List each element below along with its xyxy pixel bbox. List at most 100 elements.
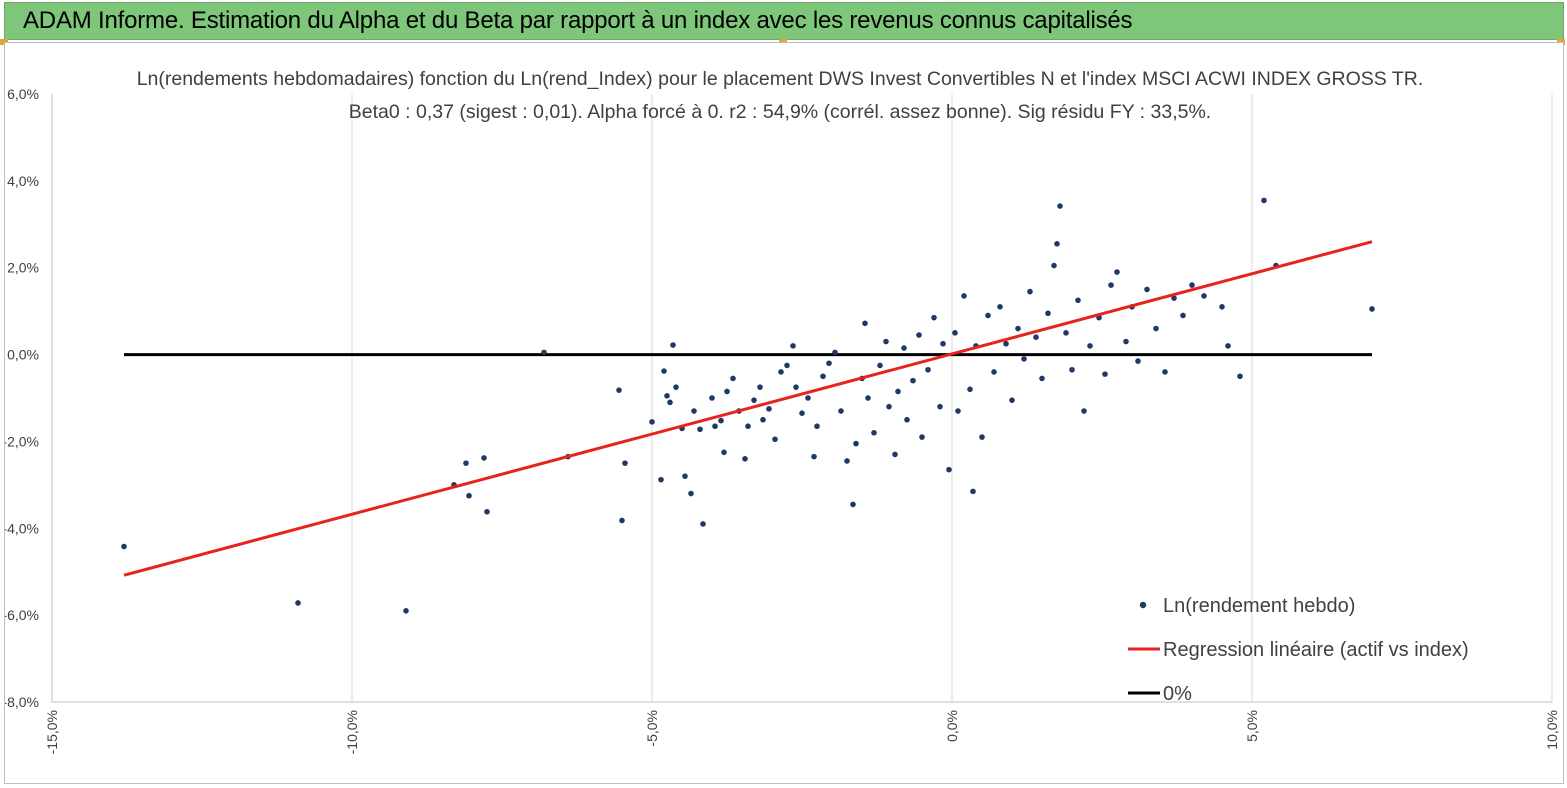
data-point	[295, 600, 301, 606]
data-point	[985, 312, 991, 319]
data-point	[877, 362, 883, 369]
data-point	[961, 293, 967, 299]
data-point	[1225, 343, 1231, 349]
data-point	[784, 362, 790, 369]
data-point	[940, 340, 946, 347]
data-point	[946, 466, 952, 473]
data-point	[1075, 297, 1081, 304]
data-point	[772, 436, 778, 443]
data-point	[1015, 325, 1021, 332]
chart-legend: Ln(rendement hebdo) Regression linéaire …	[1128, 595, 1469, 705]
data-point	[1039, 375, 1045, 382]
data-point	[925, 366, 931, 373]
data-point	[691, 408, 697, 414]
data-point	[979, 434, 985, 440]
data-point	[682, 473, 688, 479]
data-point	[1108, 282, 1114, 288]
data-point	[619, 517, 625, 524]
data-point	[1153, 325, 1159, 332]
data-point	[901, 345, 907, 351]
data-point	[466, 492, 472, 499]
data-point	[1123, 338, 1129, 345]
legend-label-zero: 0%	[1163, 683, 1192, 705]
data-point	[757, 384, 763, 390]
data-point	[1051, 262, 1057, 269]
data-point	[1027, 288, 1033, 295]
y-tick-label: 4,0%	[7, 173, 39, 189]
data-point	[910, 377, 916, 384]
data-point	[811, 453, 817, 460]
data-point	[688, 490, 694, 497]
data-point	[853, 440, 859, 447]
data-point	[892, 451, 898, 458]
report-banner: ADAM Informe. Estimation du Alpha et du …	[4, 2, 1564, 40]
data-point	[865, 395, 871, 401]
data-point	[700, 521, 706, 527]
data-point	[670, 342, 676, 348]
data-point	[403, 608, 409, 614]
data-point	[1021, 356, 1027, 362]
data-point	[778, 369, 784, 375]
data-point	[883, 338, 889, 345]
y-tick-label: -4,0%	[5, 520, 39, 536]
series-layer	[121, 197, 1375, 614]
legend-label-regression: Regression linéaire (actif vs index)	[1163, 639, 1469, 661]
data-point	[760, 416, 766, 423]
report-title: ADAM Informe. Estimation du Alpha et du …	[23, 7, 1133, 34]
y-tick-label: -2,0%	[5, 433, 39, 449]
data-point	[751, 397, 757, 403]
data-point	[1162, 369, 1168, 375]
data-point	[1069, 366, 1075, 373]
data-point	[1102, 371, 1108, 377]
data-point	[970, 488, 976, 495]
scatter-chart: -15,0% -10,0% -5,0% 0,0% 5,0% 10,0% 6,0% 4,0% 2,…	[2, 68, 1560, 754]
data-point	[463, 460, 469, 466]
data-point	[1237, 373, 1243, 380]
data-point	[916, 332, 922, 338]
data-point	[1201, 293, 1207, 299]
data-point	[838, 408, 844, 414]
data-point	[541, 349, 547, 356]
data-point	[718, 417, 724, 424]
data-point	[1054, 241, 1060, 247]
x-tick-label: -5,0%	[644, 710, 660, 747]
data-point	[1081, 408, 1087, 414]
x-tick-label: -15,0%	[44, 710, 60, 754]
y-tick-label: -8,0%	[5, 694, 39, 710]
data-point	[1033, 334, 1039, 341]
y-tick-label: 6,0%	[7, 86, 39, 102]
data-point	[484, 508, 490, 515]
data-point	[1009, 397, 1015, 403]
data-point	[1144, 286, 1150, 293]
x-tick-label: 5,0%	[1244, 710, 1260, 742]
data-point	[799, 410, 805, 417]
data-point	[1087, 343, 1093, 349]
data-point	[793, 384, 799, 390]
x-tick-label: -10,0%	[344, 710, 360, 754]
data-point	[697, 426, 703, 433]
y-tick-label: -6,0%	[5, 607, 39, 623]
data-point	[673, 384, 679, 390]
data-point	[871, 429, 877, 436]
data-point	[121, 543, 127, 550]
y-tick-label: 0,0%	[7, 347, 39, 363]
data-point	[850, 501, 856, 508]
data-point	[862, 320, 868, 327]
data-point	[1219, 304, 1225, 310]
data-point	[814, 423, 820, 430]
data-point	[709, 395, 715, 401]
data-point	[919, 434, 925, 440]
data-point	[730, 375, 736, 382]
data-point	[1057, 203, 1063, 209]
legend-label-points: Ln(rendement hebdo)	[1163, 595, 1355, 617]
data-point	[952, 330, 958, 336]
regression-line	[123, 240, 1373, 577]
data-point	[1114, 269, 1120, 275]
data-point	[721, 449, 727, 456]
data-point	[931, 314, 937, 321]
data-point	[724, 388, 730, 395]
data-point	[742, 456, 748, 462]
data-point	[1171, 295, 1177, 301]
data-point	[895, 388, 901, 395]
